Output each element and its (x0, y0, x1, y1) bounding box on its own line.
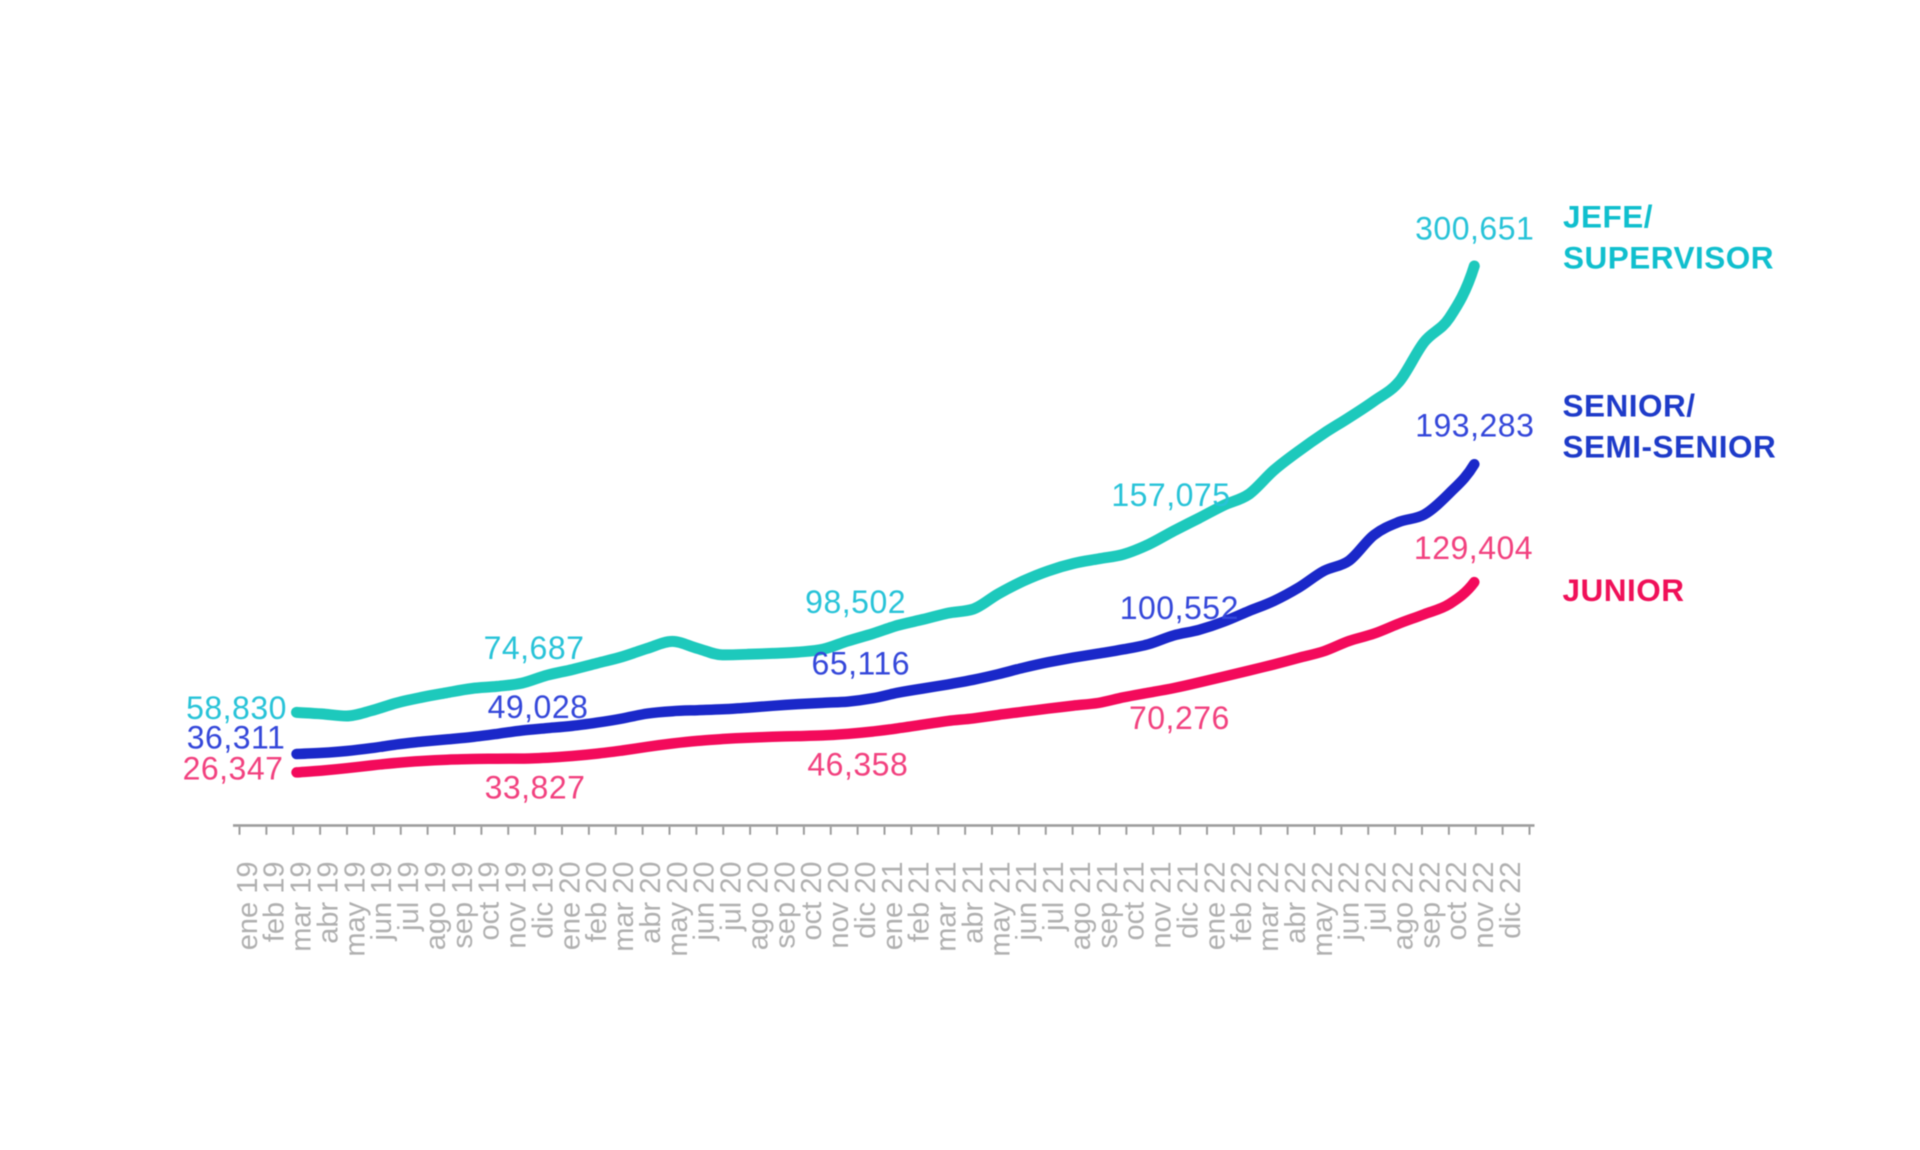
svg-text:ago 21: ago 21 (1065, 862, 1097, 951)
svg-text:36,311: 36,311 (187, 719, 286, 755)
svg-text:nov 20: nov 20 (823, 862, 855, 949)
svg-text:ago 22: ago 22 (1388, 862, 1420, 951)
svg-text:jul 19: jul 19 (393, 862, 425, 932)
svg-text:jun 21: jun 21 (1011, 862, 1043, 942)
svg-text:jun 19: jun 19 (366, 862, 398, 942)
svg-text:ago 19: ago 19 (420, 862, 452, 951)
svg-text:SEMI-SENIOR: SEMI-SENIOR (1563, 429, 1777, 465)
svg-text:oct 19: oct 19 (474, 862, 506, 941)
svg-text:nov 22: nov 22 (1468, 862, 1500, 949)
svg-text:sep 22: sep 22 (1414, 862, 1446, 949)
svg-text:49,028: 49,028 (488, 689, 589, 725)
svg-text:ene 22: ene 22 (1199, 862, 1231, 951)
svg-text:dic 22: dic 22 (1495, 862, 1527, 939)
svg-text:mar 22: mar 22 (1253, 862, 1285, 952)
svg-text:abr 19: abr 19 (313, 862, 345, 944)
svg-text:nov 19: nov 19 (501, 862, 533, 949)
svg-text:may 19: may 19 (339, 862, 371, 957)
svg-text:mar 19: mar 19 (286, 862, 318, 952)
svg-text:33,827: 33,827 (485, 770, 586, 806)
svg-text:may 21: may 21 (984, 862, 1016, 957)
svg-text:feb 22: feb 22 (1226, 862, 1258, 943)
svg-text:abr 20: abr 20 (635, 862, 667, 944)
svg-text:ene 21: ene 21 (877, 862, 909, 951)
svg-text:SUPERVISOR: SUPERVISOR (1563, 240, 1774, 276)
svg-text:SENIOR/: SENIOR/ (1563, 388, 1696, 424)
svg-text:jul 20: jul 20 (716, 862, 748, 932)
svg-text:feb 21: feb 21 (904, 862, 936, 943)
svg-text:193,283: 193,283 (1415, 408, 1534, 444)
svg-text:may 20: may 20 (662, 862, 694, 957)
svg-text:74,687: 74,687 (484, 630, 585, 666)
svg-text:65,116: 65,116 (812, 646, 911, 682)
svg-text:jun 20: jun 20 (689, 862, 721, 942)
svg-text:feb 20: feb 20 (581, 862, 613, 943)
svg-text:sep 20: sep 20 (769, 862, 801, 949)
svg-text:70,276: 70,276 (1129, 700, 1230, 736)
svg-text:26,347: 26,347 (183, 751, 284, 787)
svg-text:oct 20: oct 20 (796, 862, 828, 941)
svg-text:dic 21: dic 21 (1173, 862, 1205, 939)
svg-text:58,830: 58,830 (186, 690, 287, 726)
svg-text:nov 21: nov 21 (1146, 862, 1178, 949)
svg-text:dic 20: dic 20 (850, 862, 882, 939)
svg-text:oct 21: oct 21 (1119, 862, 1151, 941)
svg-text:jul 21: jul 21 (1038, 862, 1070, 932)
svg-text:mar 20: mar 20 (608, 862, 640, 952)
svg-text:feb 19: feb 19 (259, 862, 291, 943)
svg-text:abr 21: abr 21 (958, 862, 990, 944)
svg-text:98,502: 98,502 (805, 584, 906, 620)
svg-text:157,075: 157,075 (1111, 477, 1230, 513)
svg-text:oct 22: oct 22 (1441, 862, 1473, 941)
svg-text:100,552: 100,552 (1120, 590, 1239, 626)
svg-text:JUNIOR: JUNIOR (1563, 572, 1685, 608)
svg-text:JEFE/: JEFE/ (1563, 199, 1653, 235)
svg-text:jun 22: jun 22 (1334, 862, 1366, 942)
svg-text:sep 19: sep 19 (447, 862, 479, 949)
svg-text:jul 22: jul 22 (1361, 862, 1393, 932)
svg-text:ene 19: ene 19 (232, 862, 264, 951)
svg-text:ago 20: ago 20 (743, 862, 775, 951)
svg-text:dic 19: dic 19 (528, 862, 560, 939)
svg-text:ene 20: ene 20 (554, 862, 586, 951)
svg-text:abr 22: abr 22 (1280, 862, 1312, 944)
svg-text:mar 21: mar 21 (931, 862, 963, 952)
svg-text:sep 21: sep 21 (1092, 862, 1124, 949)
svg-text:300,651: 300,651 (1415, 211, 1534, 247)
svg-text:129,404: 129,404 (1414, 530, 1533, 566)
svg-text:46,358: 46,358 (807, 747, 908, 783)
svg-text:may 22: may 22 (1307, 862, 1339, 957)
